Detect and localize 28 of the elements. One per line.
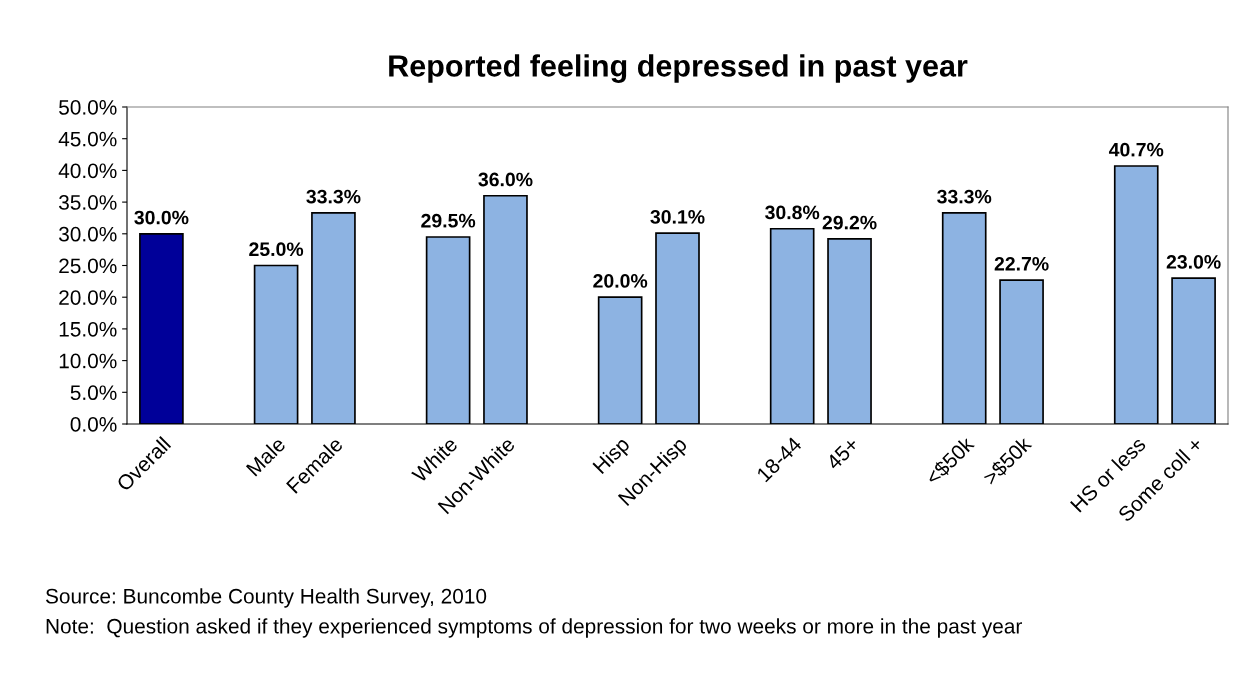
data-label: 23.0%	[1166, 255, 1221, 269]
y-tick-label: 5.0%	[70, 385, 117, 401]
data-label: 22.7%	[994, 256, 1049, 271]
y-tick-label: 0.0%	[70, 417, 117, 432]
data-label: 30.1%	[650, 210, 705, 224]
chart-title: Reported feeling depressed in past year	[389, 54, 968, 83]
data-label: 25.0%	[249, 242, 304, 257]
data-label: 33.3%	[937, 189, 992, 204]
y-tick-label: 35.0%	[59, 195, 117, 210]
text: Note: Question asked if they experienced symptoms of depression for two weeks or more in the past year	[46, 618, 1022, 638]
y-tick-label: 30.0%	[59, 226, 117, 242]
y-tick-label: 40.0%	[58, 163, 117, 179]
data-label: 40.7%	[1108, 142, 1164, 157]
y-tick-label: 15.0%	[59, 321, 117, 337]
y-tick-label: 10.0%	[59, 353, 117, 369]
data-label: 29.5%	[421, 213, 476, 228]
data-label: 29.2%	[822, 215, 877, 230]
data-label: 20.0%	[593, 274, 648, 288]
data-label: 33.3%	[306, 189, 361, 204]
x-tick-label: 45+	[825, 436, 860, 471]
data-label: 30.0%	[134, 210, 189, 225]
source-note: Source: Buncombe County Health Survey, 2010	[45, 588, 487, 608]
y-tick-label: 20.0%	[59, 290, 117, 305]
y-tick-label: 50.0%	[59, 100, 117, 115]
data-label: 30.8%	[765, 205, 820, 220]
data-label: 36.0%	[478, 172, 533, 187]
y-tick-label: 45.0%	[58, 131, 117, 147]
y-tick-label: 25.0%	[59, 258, 117, 274]
